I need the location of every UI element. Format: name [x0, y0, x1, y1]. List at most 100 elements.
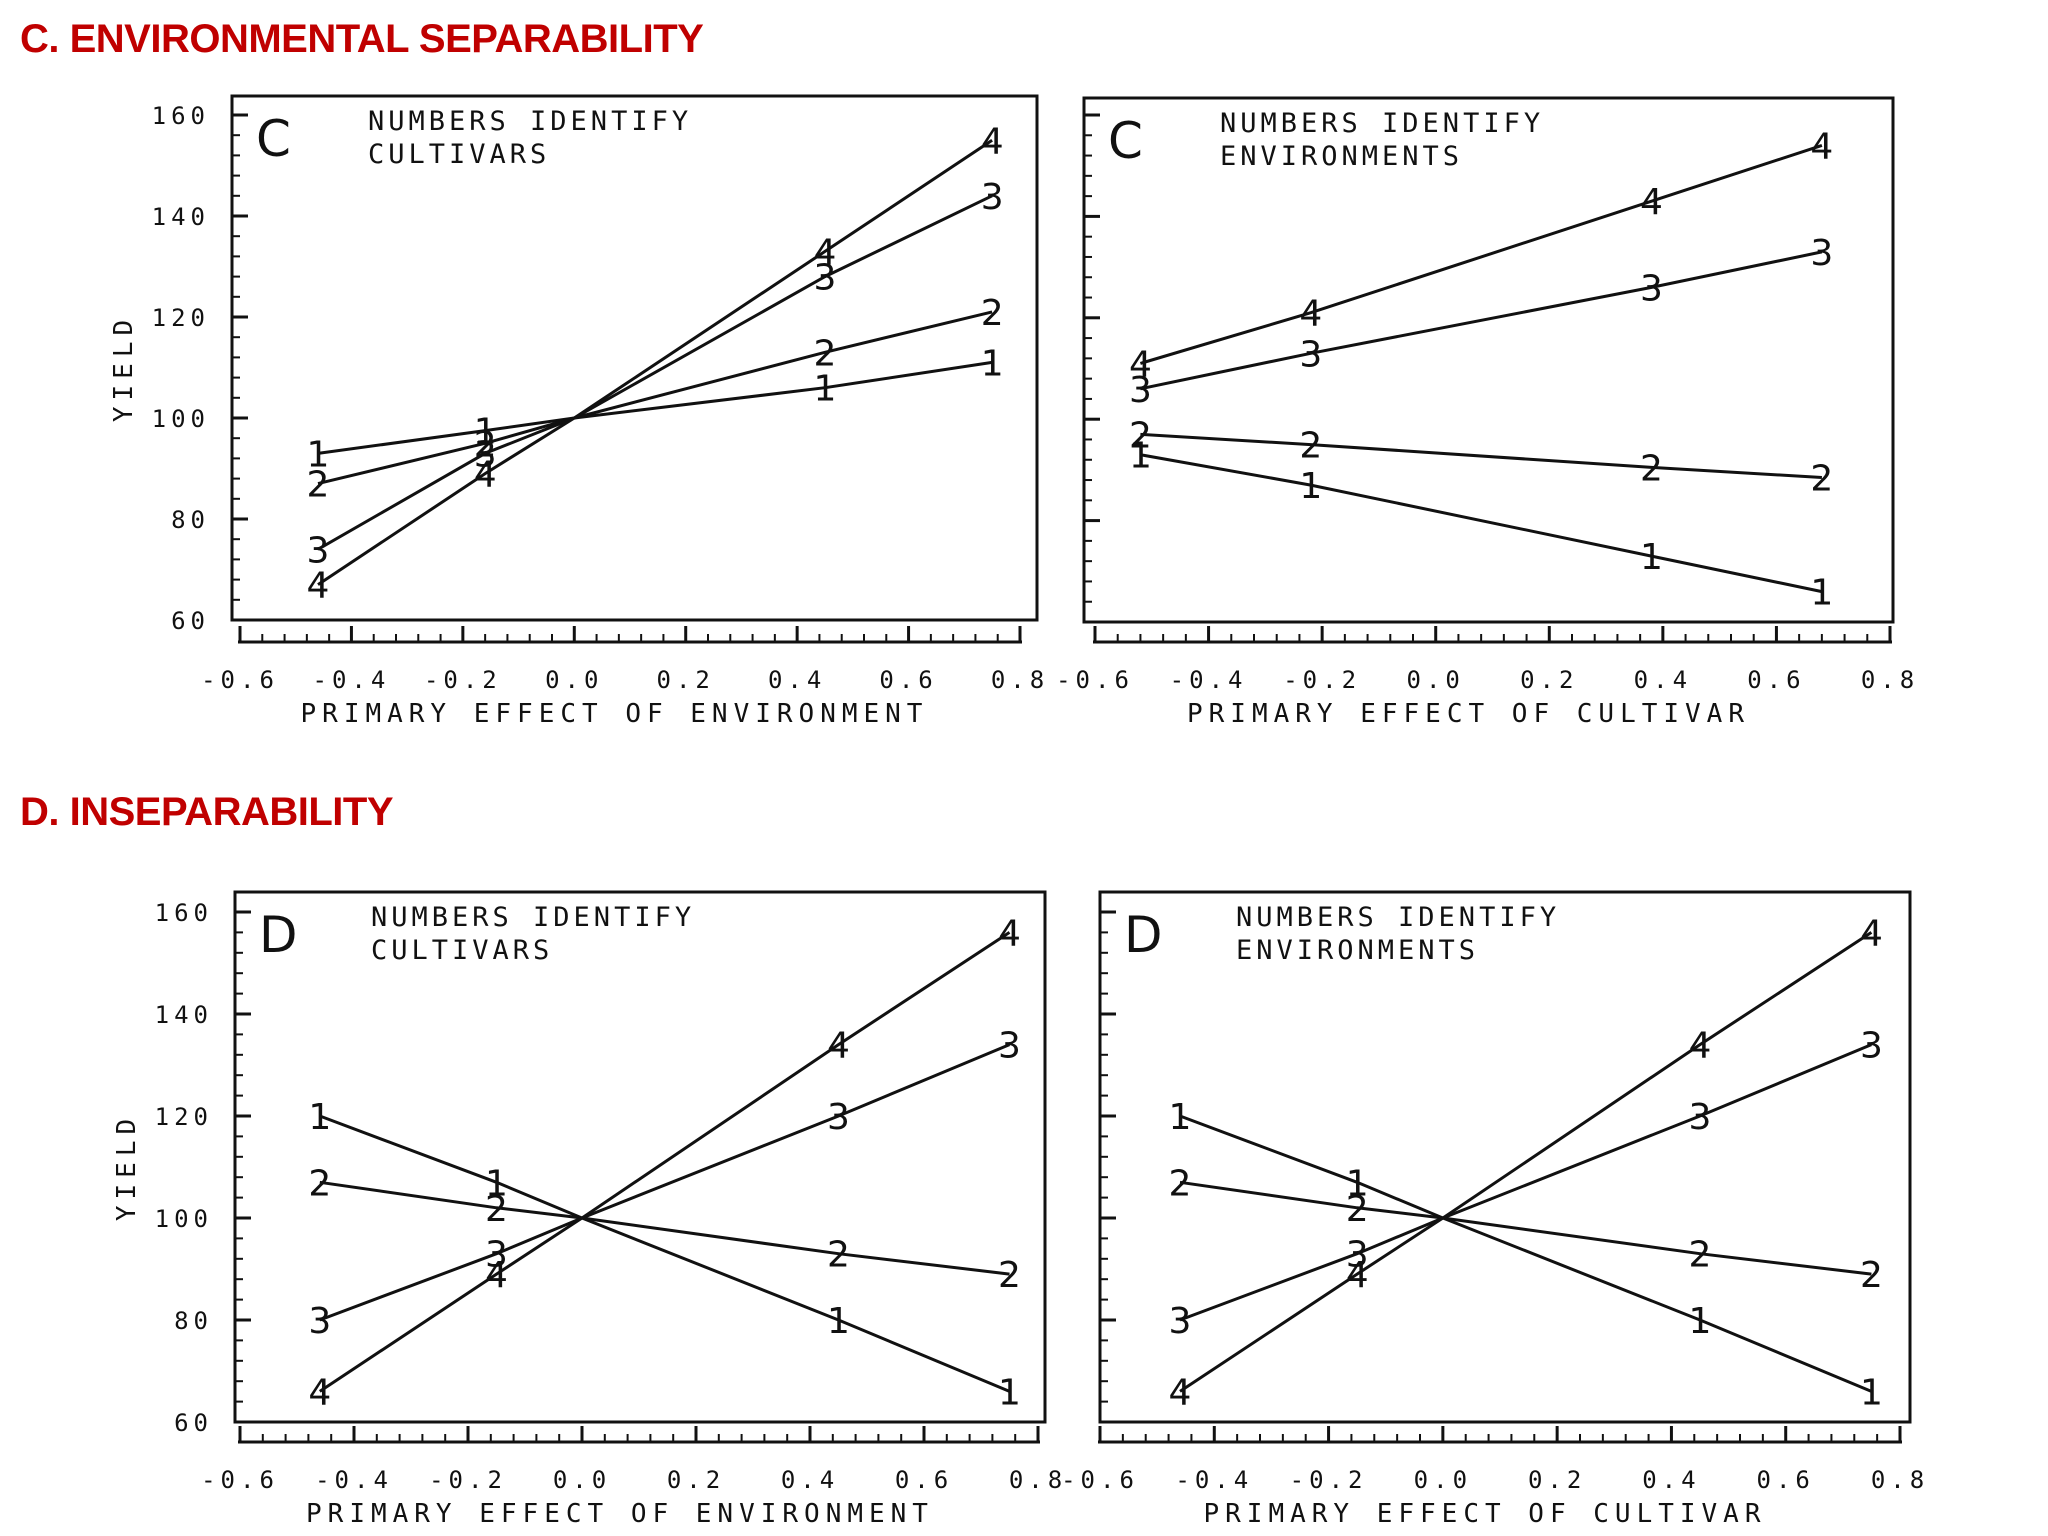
y-tick-label: 80: [174, 1307, 213, 1335]
x-tick-label: -0.6: [201, 1466, 279, 1494]
series-marker-4: 4: [1129, 344, 1152, 385]
series-marker-1: 1: [485, 1163, 508, 1204]
series-marker-2: 2: [1346, 1189, 1369, 1230]
series-marker-1: 1: [1346, 1163, 1369, 1204]
x-tick-label: -0.6: [1056, 666, 1134, 694]
series-marker-3: 3: [1129, 370, 1152, 411]
series-marker-4: 4: [1810, 126, 1833, 167]
series-marker-2: 2: [1810, 459, 1833, 500]
panel-note-line: NUMBERS IDENTIFY: [371, 902, 695, 933]
chart-panel-d-environments: -0.6 -0.4 -0.2 0.0 0.2 0.4 0.6 0.8 PRIMARY EFFEC…: [1061, 890, 1929, 1529]
x-tick-label: 0.6: [1747, 666, 1805, 694]
series-marker-1: 1: [981, 343, 1004, 384]
series-marker-4: 4: [981, 121, 1004, 162]
series-marker-3: 3: [998, 1026, 1021, 1067]
series-marker-3: 3: [981, 177, 1004, 218]
y-tick-label: 140: [155, 1001, 213, 1029]
series-marker-2: 2: [485, 1189, 508, 1230]
y-tick-label: 160: [155, 899, 213, 927]
series-marker-2: 2: [981, 293, 1004, 334]
series-marker-2: 2: [308, 1163, 331, 1204]
x-tick-label: 0.0: [1407, 666, 1465, 694]
series-marker-1: 1: [1640, 537, 1663, 578]
x-tick-label: 0.2: [667, 1466, 725, 1494]
section-title-c: C. ENVIRONMENTAL SEPARABILITY: [20, 17, 704, 61]
series-marker-4: 4: [1689, 1026, 1712, 1067]
series-marker-2: 2: [814, 333, 837, 374]
x-tick-label: 0.2: [1528, 1466, 1586, 1494]
series-line-3: [1179, 1043, 1872, 1322]
series-marker-3: 3: [1689, 1097, 1712, 1138]
y-tick-label: 80: [171, 506, 210, 534]
series-line-3: [317, 194, 993, 551]
x-tick-label: 0.4: [781, 1466, 839, 1494]
series-marker-1: 1: [998, 1372, 1021, 1413]
series-marker-3: 3: [1860, 1026, 1883, 1067]
x-tick-label: 0.0: [545, 666, 603, 694]
x-axis-title: PRIMARY EFFECT OF ENVIRONMENT: [306, 1499, 934, 1529]
x-axis-title: PRIMARY EFFECT OF CULTIVAR: [1187, 699, 1750, 729]
y-tick-label: 100: [155, 1205, 213, 1233]
series-line-1: [317, 360, 993, 455]
series-marker-1: 1: [1810, 573, 1833, 614]
series-marker-1: 1: [1169, 1097, 1192, 1138]
series-marker-4: 4: [1299, 294, 1322, 335]
series-marker-2: 2: [1689, 1235, 1712, 1276]
series-line-4: [1139, 143, 1823, 365]
series-marker-2: 2: [998, 1255, 1021, 1296]
x-axis-title: PRIMARY EFFECT OF ENVIRONMENT: [301, 699, 929, 729]
y-tick-label: 100: [152, 405, 210, 433]
series-marker-1: 1: [1689, 1301, 1712, 1342]
series-marker-1: 1: [308, 1097, 331, 1138]
series-marker-4: 4: [1860, 913, 1883, 954]
series-marker-3: 3: [1169, 1301, 1192, 1342]
series-marker-4: 4: [998, 913, 1021, 954]
series-marker-2: 2: [1860, 1255, 1883, 1296]
panel-note-line: NUMBERS IDENTIFY: [368, 106, 692, 137]
series-line-1: [319, 1114, 1011, 1393]
series-line-3: [319, 1043, 1011, 1322]
x-tick-label: -0.4: [1175, 1466, 1253, 1494]
series-marker-4: 4: [485, 1255, 508, 1296]
series-marker-2: 2: [1169, 1163, 1192, 1204]
panel-letter: C: [256, 110, 291, 168]
x-tick-label: 0.0: [1414, 1466, 1472, 1494]
series-line-2: [1140, 432, 1822, 479]
chart-panel-c-cultivars: -0.6 -0.4 -0.2 0.0 0.2 0.4 0.6 0.8 PRIMARY EFFEC…: [109, 94, 1049, 729]
x-tick-label: -0.2: [429, 1466, 507, 1494]
series-marker-3: 3: [308, 1301, 331, 1342]
chart-panel-c-environments: -0.6 -0.4 -0.2 0.0 0.2 0.4 0.6 0.8 PRIMARY EFFEC…: [1056, 96, 1919, 729]
series-marker-1: 1: [1129, 436, 1152, 477]
series-line-4: [318, 931, 1011, 1393]
x-tick-label: 0.0: [553, 1466, 611, 1494]
panel-note-line: NUMBERS IDENTIFY: [1220, 108, 1544, 139]
panel-letter: D: [259, 906, 298, 964]
series-marker-3: 3: [307, 530, 330, 571]
series-marker-4: 4: [474, 455, 497, 496]
x-tick-label: 0.8: [1861, 666, 1919, 694]
x-tick-label: 0.4: [1634, 666, 1692, 694]
series-marker-2: 2: [307, 465, 330, 506]
series-marker-2: 2: [1299, 426, 1322, 467]
series-marker-3: 3: [1640, 268, 1663, 309]
plot-frame: [1082, 96, 1895, 624]
x-tick-label: 0.8: [991, 666, 1049, 694]
x-tick-label: -0.2: [1290, 1466, 1368, 1494]
x-tick-label: 0.6: [895, 1466, 953, 1494]
y-axis-title: YIELD: [109, 314, 139, 422]
series-marker-1: 1: [827, 1301, 850, 1342]
series-marker-4: 4: [308, 1372, 331, 1413]
x-tick-label: 0.6: [879, 666, 937, 694]
panel-note-line: NUMBERS IDENTIFY: [1236, 902, 1560, 933]
series-line-1: [1140, 453, 1823, 594]
plot-frame: [233, 890, 1047, 1424]
x-tick-label: 0.4: [768, 666, 826, 694]
x-tick-label: -0.6: [201, 666, 279, 694]
x-tick-label: 0.8: [1871, 1466, 1929, 1494]
series-marker-4: 4: [1640, 182, 1663, 223]
x-tick-label: 0.8: [1009, 1466, 1067, 1494]
y-tick-label: 120: [152, 304, 210, 332]
y-tick-label: 120: [155, 1103, 213, 1131]
panel-note-line: ENVIRONMENTS: [1220, 141, 1463, 172]
